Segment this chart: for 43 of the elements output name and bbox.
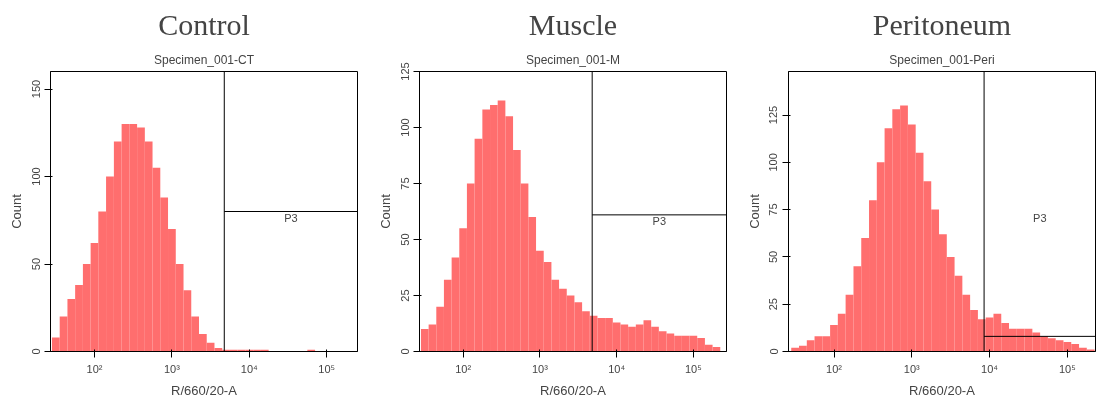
x-tick-label: 10² xyxy=(86,362,103,375)
y-tick-label: 75 xyxy=(398,177,411,190)
y-tick-label: 100 xyxy=(29,167,42,186)
chart-subtitle: Specimen_001-Peri xyxy=(889,52,995,67)
chart-title: Peritoneum xyxy=(872,7,1012,41)
x-axis-title: R/660/20-A xyxy=(909,382,976,398)
y-tick-label: 75 xyxy=(767,203,780,216)
y-tick-label: 0 xyxy=(767,348,780,355)
y-tick-label: 50 xyxy=(398,233,411,246)
x-axis-title: R/660/20-A xyxy=(540,382,607,398)
y-tick-label: 100 xyxy=(767,153,780,172)
x-tick-label: 10³ xyxy=(163,362,181,375)
y-axis-title: Count xyxy=(377,193,393,229)
x-tick-label: 10⁵ xyxy=(685,362,702,375)
chart-title: Control xyxy=(158,7,250,41)
y-tick-label: 25 xyxy=(767,298,780,311)
annotation: P3 xyxy=(1033,211,1047,224)
y-tick-label: 0 xyxy=(29,348,42,355)
ref-line-label: P3 xyxy=(284,211,298,224)
y-tick-label: 125 xyxy=(398,62,411,81)
x-tick-label: 10⁴ xyxy=(608,362,626,375)
y-tick-label: 150 xyxy=(29,79,42,99)
x-axis-title: R/660/20-A xyxy=(171,382,238,398)
chart-subtitle: Specimen_001-CT xyxy=(153,52,255,67)
y-tick-label: 50 xyxy=(29,257,42,271)
y-tick-label: 125 xyxy=(767,105,780,125)
x-tick-label: 10⁴ xyxy=(240,362,259,375)
x-tick-label: 10⁵ xyxy=(1058,362,1076,375)
x-tick-label: 10⁵ xyxy=(318,362,336,375)
chart-title: Muscle xyxy=(528,7,618,41)
x-tick-label: 10² xyxy=(826,362,843,375)
x-tick-label: 10² xyxy=(455,362,472,375)
x-tick-label: 10³ xyxy=(531,362,549,375)
x-tick-label: 10³ xyxy=(903,362,921,375)
y-tick-label: 100 xyxy=(398,118,411,137)
y-tick-label: 25 xyxy=(398,289,411,302)
y-tick-label: 50 xyxy=(767,250,780,264)
chart-subtitle: Specimen_001-M xyxy=(525,52,621,67)
ref-line-label: P3 xyxy=(652,214,667,227)
y-tick-label: 0 xyxy=(398,348,411,355)
x-tick-label: 10⁴ xyxy=(981,362,999,375)
y-axis-title: Count xyxy=(8,193,24,229)
y-axis-title: Count xyxy=(746,193,762,229)
